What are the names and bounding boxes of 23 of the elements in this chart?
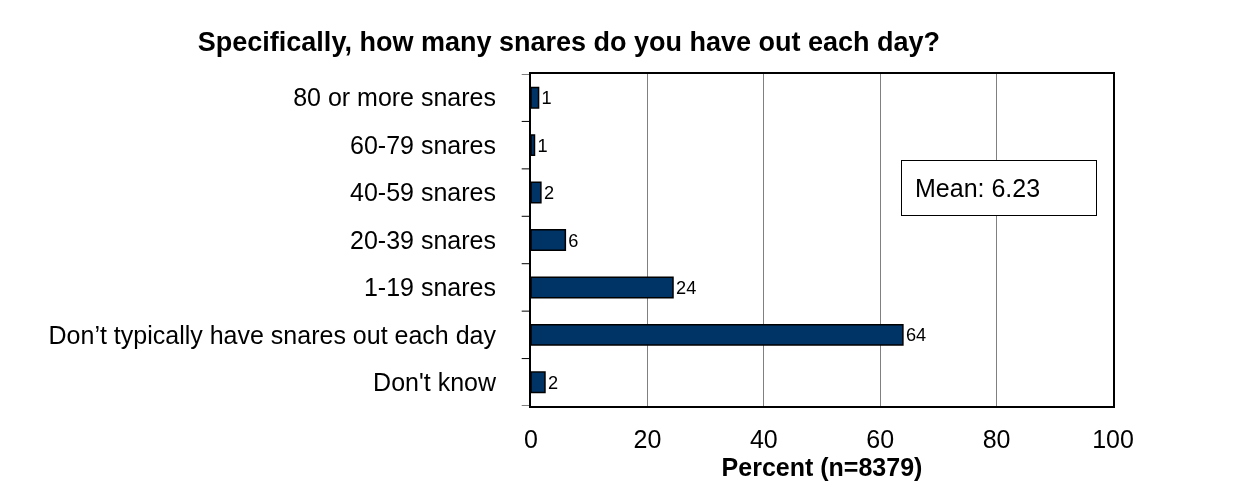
y-tick-label: 40-59 snares bbox=[350, 178, 496, 207]
x-tick-label: 100 bbox=[1092, 425, 1134, 453]
y-tick-label: 20-39 snares bbox=[350, 225, 496, 254]
data-label: 2 bbox=[547, 372, 559, 393]
data-label: 6 bbox=[568, 230, 579, 251]
y-tick-label: 1-19 snares bbox=[363, 273, 496, 302]
x-tick-label: 0 bbox=[524, 425, 538, 453]
annotation: Mean: 6.23 bbox=[915, 174, 1041, 202]
x-tick-label: 60 bbox=[866, 425, 895, 453]
chart-title: Specifically, how many snares do you have out each day? bbox=[197, 27, 941, 58]
y-tick-label: Don’t typically have snares out each day bbox=[48, 320, 497, 349]
data-label: 64 bbox=[905, 325, 927, 346]
y-tick-label: 60-79 snares bbox=[350, 130, 496, 159]
data-label: 2 bbox=[543, 183, 555, 204]
data-label: 1 bbox=[541, 88, 552, 109]
x-tick-label: 20 bbox=[633, 425, 662, 453]
x-tick-label: 40 bbox=[749, 425, 778, 453]
y-tick-label: Don't know bbox=[373, 368, 497, 397]
x-axis-title: Percent (n=8379) bbox=[721, 453, 923, 481]
data-label: 1 bbox=[537, 135, 548, 156]
data-label: 24 bbox=[676, 277, 697, 298]
x-tick-label: 80 bbox=[982, 425, 1011, 453]
y-tick-label: 80 or more snares bbox=[293, 83, 496, 112]
